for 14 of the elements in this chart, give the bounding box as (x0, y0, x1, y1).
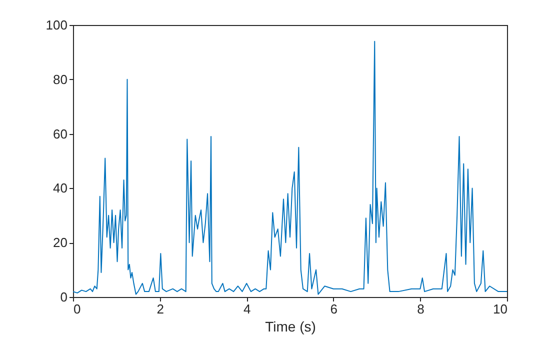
y-tick-label: 40 (53, 180, 68, 196)
y-tick-label: 100 (46, 18, 68, 32)
x-tick-label: 0 (74, 302, 81, 316)
x-tick-label: 2 (156, 302, 164, 316)
x-tick-label: 4 (243, 302, 251, 316)
x-axis-title: Time (s) (265, 318, 316, 334)
x-tick-label: 6 (330, 302, 338, 316)
y-tick-label: 20 (53, 235, 68, 250)
line-series (73, 40, 507, 295)
y-tick-label: 0 (60, 290, 68, 304)
x-tick-label: 10 (493, 302, 508, 316)
y-tick-label: 80 (53, 72, 68, 87)
x-tick-label: 8 (417, 302, 424, 316)
y-tick-label: 60 (53, 126, 68, 142)
